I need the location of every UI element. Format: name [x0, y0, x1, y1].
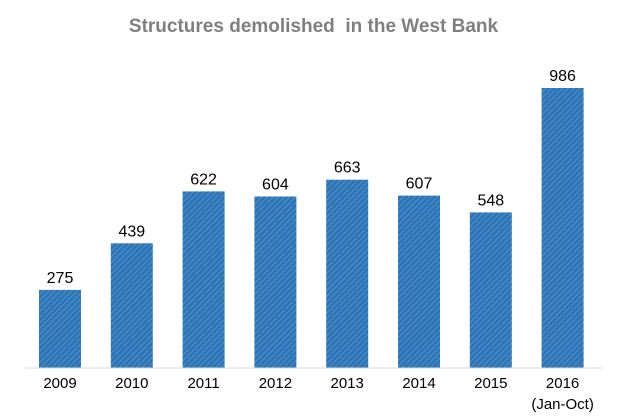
x-tick-label-2011: 2011: [187, 375, 219, 392]
data-label-2014: 607: [406, 176, 433, 193]
bar-2013: [326, 179, 369, 368]
x-tick-label-2010: 2010: [115, 375, 148, 392]
x-tick-label-2014: 2014: [402, 375, 435, 392]
bar-2016: [541, 88, 584, 368]
bar-2015: [469, 212, 512, 368]
data-label-2013: 663: [334, 160, 361, 177]
x-tick-label-2015: 2015: [474, 375, 507, 392]
data-label-2009: 275: [47, 270, 74, 287]
data-label-2010: 439: [118, 223, 145, 240]
data-label-2011: 622: [190, 171, 217, 188]
chart-title: Structures demolished in the West Bank: [128, 16, 499, 37]
bars-group: [39, 88, 584, 368]
bar-2010: [110, 243, 153, 368]
bar-2009: [39, 289, 81, 368]
bar-2014: [398, 195, 440, 368]
x-tick-label-2009: 2009: [43, 375, 76, 392]
bar-2012: [254, 196, 297, 368]
x-tick-sublabel-2016: (Jan-Oct): [531, 396, 594, 413]
x-tick-label-2012: 2012: [259, 375, 292, 392]
labels-group: 275 2009 439 2010 622 2011 604 2012 663 2013 607 20…: [43, 68, 594, 413]
data-label-2016: 986: [549, 68, 576, 85]
bar-2011: [182, 191, 225, 368]
x-tick-label-2013: 2013: [331, 375, 364, 392]
x-tick-label-2016: 2016: [546, 375, 579, 392]
data-label-2015: 548: [477, 192, 504, 209]
data-label-2012: 604: [262, 177, 289, 194]
